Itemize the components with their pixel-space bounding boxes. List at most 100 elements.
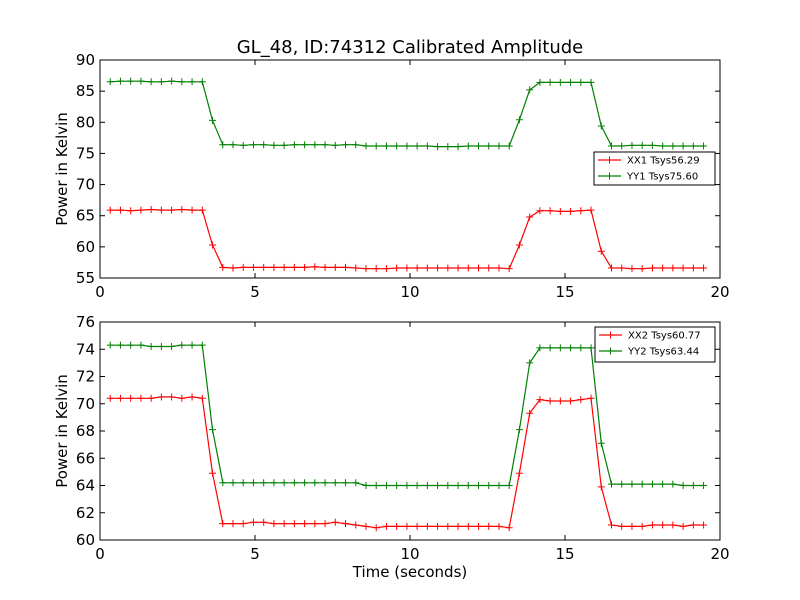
data-point: [689, 264, 697, 272]
data-point: [290, 263, 298, 271]
data-point: [618, 522, 626, 530]
data-point: [198, 394, 206, 402]
data-point: [505, 265, 513, 273]
data-point: [331, 518, 339, 526]
series-xx1: [106, 205, 708, 273]
data-point: [423, 482, 431, 489]
legend-label: XX2 Tsys60.77: [628, 331, 701, 342]
data-point: [290, 479, 298, 487]
data-point: [137, 77, 145, 85]
data-point: [700, 482, 708, 489]
data-point: [628, 522, 636, 530]
legend-label: YY1 Tsys75.60: [626, 172, 698, 183]
data-point: [249, 479, 257, 487]
data-point: [219, 263, 227, 271]
y-tick-label: 70: [76, 395, 95, 413]
data-point: [209, 116, 217, 124]
data-point: [485, 482, 493, 489]
data-point: [464, 522, 472, 530]
data-point: [137, 341, 145, 349]
y-tick-label: 75: [76, 144, 95, 162]
data-point: [536, 78, 544, 86]
data-point: [157, 78, 165, 86]
data-point: [567, 344, 575, 352]
data-point: [352, 479, 360, 487]
y-tick-label: 55: [76, 269, 95, 287]
data-point: [219, 520, 227, 528]
data-point: [546, 397, 554, 405]
y-tick-label: 76: [76, 313, 95, 331]
data-point: [679, 264, 687, 272]
data-point: [147, 78, 155, 86]
x-tick-label: 0: [95, 283, 105, 301]
data-point: [342, 520, 350, 528]
data-point: [137, 394, 145, 402]
data-point: [505, 142, 513, 150]
data-point: [475, 142, 483, 150]
data-point: [628, 265, 636, 273]
chart-title: GL_48, ID:74312 Calibrated Amplitude: [237, 37, 584, 58]
y-tick-label: 65: [76, 207, 95, 225]
data-point: [567, 207, 575, 215]
y-axis-label: Power in Kelvin: [53, 374, 71, 488]
data-point: [423, 264, 431, 272]
data-point: [659, 264, 667, 272]
data-point: [372, 524, 380, 532]
data-point: [260, 518, 268, 526]
data-point: [209, 241, 217, 249]
data-point: [669, 264, 677, 272]
x-tick-label: 5: [250, 545, 260, 563]
data-point: [669, 521, 677, 529]
data-point: [638, 265, 646, 273]
data-point: [577, 344, 585, 352]
data-point: [587, 206, 595, 214]
data-point: [331, 263, 339, 271]
data-point: [648, 480, 656, 488]
data-point: [464, 142, 472, 150]
legend-label: XX1 Tsys56.29: [627, 156, 700, 167]
data-point: [700, 264, 708, 272]
data-point: [178, 394, 186, 402]
data-point: [648, 264, 656, 272]
data-point: [475, 264, 483, 272]
x-tick-label: 15: [555, 283, 574, 301]
data-point: [280, 141, 288, 149]
data-point: [546, 344, 554, 352]
series-yy2: [106, 341, 708, 489]
data-point: [608, 264, 615, 272]
data-point: [311, 263, 319, 271]
data-point: [546, 78, 554, 86]
legend: XX1 Tsys56.29 YY1 Tsys75.60: [593, 151, 716, 186]
data-point: [587, 394, 595, 402]
data-point: [556, 397, 564, 405]
data-point: [413, 482, 421, 489]
data-point: [403, 264, 411, 272]
data-point: [106, 341, 114, 349]
x-tick-label: 15: [555, 545, 574, 563]
data-point: [290, 520, 298, 528]
y-axis-label: Power in Kelvin: [53, 112, 71, 226]
data-point: [157, 343, 165, 351]
data-point: [444, 482, 452, 489]
data-point: [495, 142, 503, 150]
data-point: [505, 482, 513, 489]
data-point: [659, 521, 667, 529]
data-point: [505, 524, 513, 532]
data-point: [700, 521, 708, 529]
data-point: [526, 359, 534, 367]
data-point: [116, 341, 124, 349]
data-point: [577, 396, 585, 404]
legend-box: [593, 151, 716, 186]
data-point: [137, 206, 145, 214]
data-point: [689, 482, 697, 489]
data-point: [249, 518, 257, 526]
data-point: [209, 469, 217, 477]
data-point: [127, 341, 135, 349]
data-point: [342, 263, 350, 271]
data-point: [536, 344, 544, 352]
data-point: [485, 264, 493, 272]
data-point: [618, 480, 626, 488]
data-point: [434, 482, 442, 489]
